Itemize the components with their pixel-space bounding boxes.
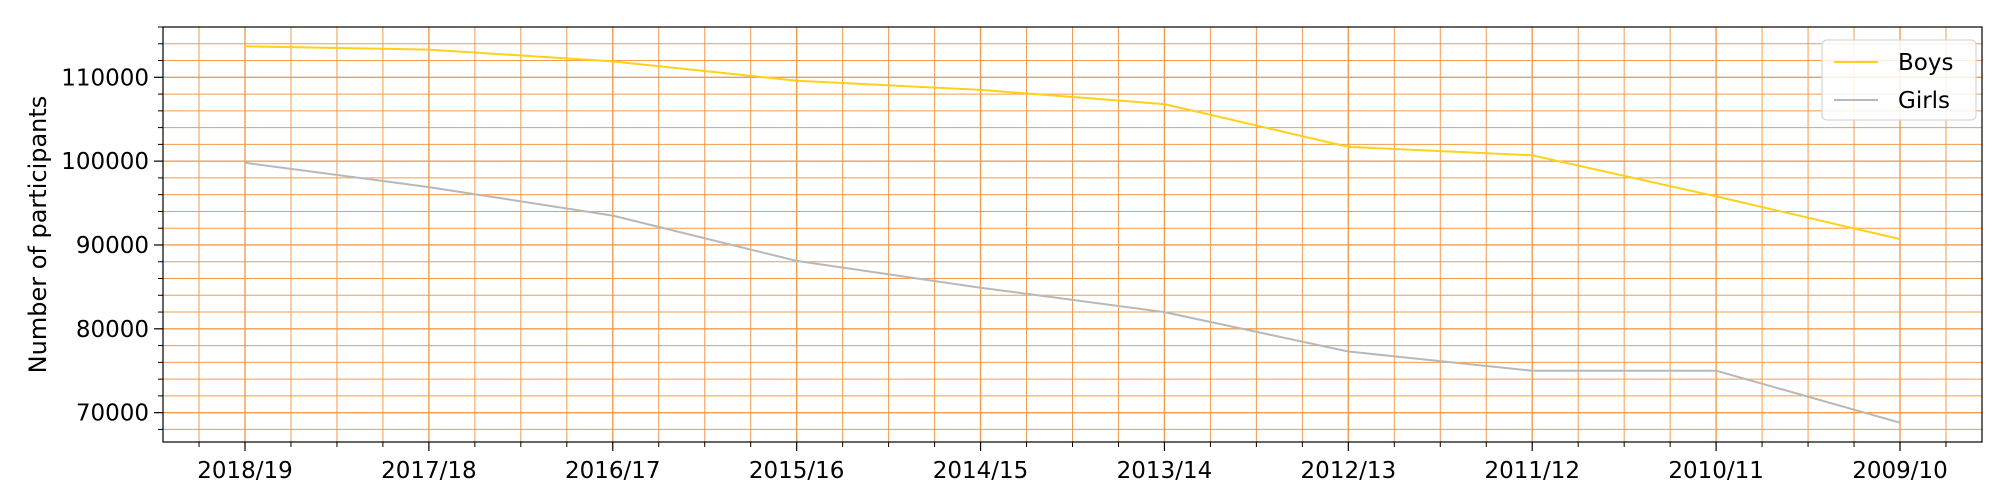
x-tick-label: 2014/15 [933,458,1029,484]
x-tick-label: 2011/12 [1484,458,1580,484]
y-tick-label: 90000 [76,233,149,259]
x-tick-label: 2018/19 [197,458,293,484]
legend: Boys Girls [1821,39,1977,121]
y-tick-label: 110000 [61,65,149,91]
x-tick-label: 2016/17 [565,458,661,484]
x-tick-label: 2017/18 [381,458,477,484]
y-axis-label: Number of participants [24,96,52,374]
series-line-girls [244,161,1901,424]
y-tick-label: 70000 [76,401,149,427]
x-tick-label: 2012/13 [1301,458,1397,484]
legend-label-girls: Girls [1898,88,1950,114]
series-line-boys [244,45,1901,241]
x-tick-label: 2010/11 [1668,458,1764,484]
y-tick-label: 100000 [61,149,149,175]
x-tick-label: 2013/14 [1117,458,1213,484]
y-tick-label: 80000 [76,317,149,343]
major-grid [163,27,1982,442]
series-layer [244,45,1901,424]
axis-ticks [154,26,1947,451]
minor-grid [163,26,1982,442]
x-tick-label: 2015/16 [749,458,845,484]
x-tick-label: 2009/10 [1852,458,1948,484]
tick-labels: 2018/19 2017/18 2016/17 2015/16 2014/15 2013/… [61,65,1948,484]
legend-label-boys: Boys [1898,50,1953,76]
